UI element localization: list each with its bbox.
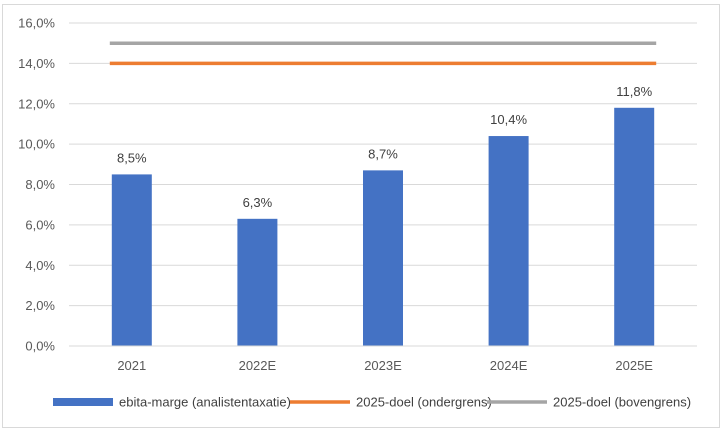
bar xyxy=(111,174,152,346)
data-label: 11,8% xyxy=(616,84,652,99)
legend-label: 2025-doel (ondergrens) xyxy=(356,395,492,410)
data-label: 8,7% xyxy=(368,146,398,161)
y-tick-label: 6,0% xyxy=(25,217,55,232)
y-tick-label: 0,0% xyxy=(25,339,55,354)
y-tick-label: 14,0% xyxy=(18,56,55,71)
legend-swatch xyxy=(53,398,113,406)
y-tick-label: 8,0% xyxy=(25,177,55,192)
legend-label: ebita-marge (analistentaxatie) xyxy=(119,395,291,410)
x-tick-label: 2023E xyxy=(364,358,402,373)
x-tick-label: 2024E xyxy=(490,358,528,373)
bar xyxy=(614,107,655,346)
data-label: 10,4% xyxy=(490,112,527,127)
data-label: 6,3% xyxy=(243,195,273,210)
legend-label: 2025-doel (bovengrens) xyxy=(553,395,691,410)
y-tick-label: 12,0% xyxy=(18,96,55,111)
bar xyxy=(488,136,529,346)
bar xyxy=(363,170,403,346)
y-tick-label: 16,0% xyxy=(18,16,55,31)
data-label: 8,5% xyxy=(117,150,147,165)
x-tick-label: 2021 xyxy=(117,358,146,373)
y-tick-label: 2,0% xyxy=(25,298,55,313)
bar xyxy=(237,218,278,346)
x-tick-label: 2025E xyxy=(615,358,653,373)
x-tick-label: 2022E xyxy=(239,358,277,373)
y-tick-label: 10,0% xyxy=(18,137,55,152)
y-tick-label: 4,0% xyxy=(25,258,55,273)
